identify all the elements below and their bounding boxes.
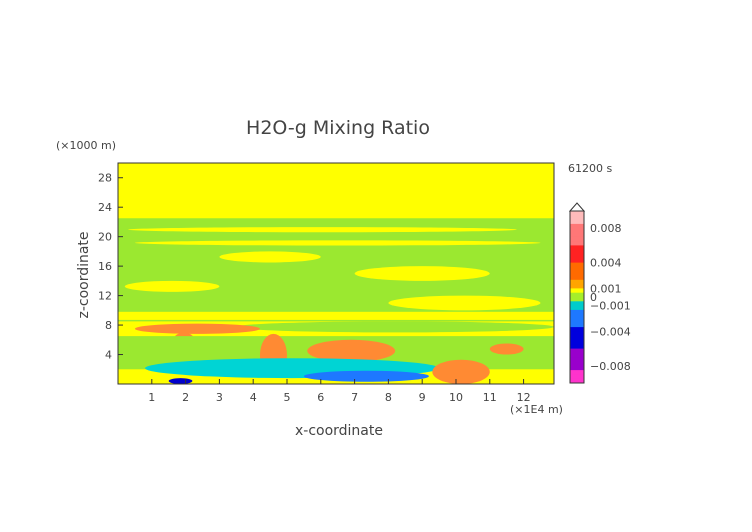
- y-tick-label: 16: [98, 260, 112, 273]
- y-tick-label: 8: [105, 319, 112, 332]
- x-tick-label: 12: [517, 391, 531, 404]
- region-patch-10: [388, 295, 541, 311]
- colorbar-swatch: [570, 249, 584, 255]
- colorbar-swatch: [570, 275, 584, 281]
- x-unit-label: (×1E4 m): [510, 403, 563, 416]
- x-tick-label: 5: [283, 391, 290, 404]
- region-surface-blue-2: [168, 378, 193, 385]
- colorbar-swatch: [570, 344, 584, 350]
- x-axis-title: x-coordinate: [295, 423, 383, 439]
- y-tick-label: 4: [105, 349, 112, 362]
- region-blob-11.5: [489, 343, 524, 355]
- x-tick-label: 1: [148, 391, 155, 404]
- y-tick-label: 20: [98, 231, 112, 244]
- colorbar-swatch: [570, 284, 584, 289]
- x-tick-label: 7: [351, 391, 358, 404]
- time-label: 61200 s: [568, 162, 612, 175]
- chart-title: H2O-g Mixing Ratio: [246, 117, 430, 139]
- colorbar-swatch: [570, 352, 584, 358]
- colorbar-swatch: [570, 297, 584, 302]
- region-patch-13: [124, 280, 220, 292]
- colorbar-swatch: [570, 378, 584, 384]
- colorbar-swatch: [570, 223, 584, 229]
- colorbar-swatch: [570, 335, 584, 341]
- colorbar-swatch: [570, 271, 584, 276]
- region-tongue-6.5: [307, 339, 396, 362]
- colorbar-swatch: [570, 262, 584, 268]
- colorbar-swatch: [570, 228, 584, 233]
- colorbar-swatch: [570, 314, 584, 319]
- colorbar-swatch: [570, 365, 584, 371]
- colorbar-swatch: [570, 219, 584, 225]
- colorbar-swatch: [570, 340, 584, 345]
- colorbar-swatch: [570, 322, 584, 328]
- colorbar-swatch: [570, 241, 584, 246]
- y-tick-label: 24: [98, 201, 112, 214]
- region-streak-19: [134, 240, 541, 246]
- region-streak-21: [128, 227, 517, 233]
- colorbar-swatch: [570, 370, 584, 375]
- colorbar-swatch: [570, 288, 584, 294]
- x-tick-label: 3: [216, 391, 223, 404]
- x-tick-label: 9: [419, 391, 426, 404]
- colorbar-swatch: [570, 254, 584, 259]
- colorbar-swatch: [570, 361, 584, 367]
- region-band-9: [118, 311, 554, 320]
- colorbar-swatch: [570, 305, 584, 311]
- plot-frame: [117, 162, 555, 385]
- colorbar-label: 0.001: [590, 282, 622, 295]
- colorbar-swatch: [570, 318, 584, 324]
- colorbar-label: 0.004: [590, 257, 622, 270]
- region-patch-17: [219, 251, 321, 263]
- region-upper-dry-band: [118, 163, 554, 219]
- x-tick-label: 10: [449, 391, 463, 404]
- colorbar-label: 0.008: [590, 222, 622, 235]
- x-tick-label: 8: [385, 391, 392, 404]
- colorbar-label: 0: [590, 291, 597, 304]
- colorbar-swatch: [570, 348, 584, 354]
- y-tick-label: 12: [98, 290, 112, 303]
- colorbar-swatch: [570, 309, 584, 315]
- colorbar-swatch: [570, 331, 584, 337]
- colorbar-swatch: [570, 245, 584, 251]
- colorbar-swatch: [570, 292, 584, 298]
- y-tick-label: 28: [98, 172, 112, 185]
- x-tick-label: 11: [483, 391, 497, 404]
- colorbar-label: −0.008: [590, 360, 631, 373]
- region-moist-tongue: [134, 323, 260, 334]
- region-surface-moist-9.8: [432, 359, 490, 384]
- y-unit-label: (×1000 m): [56, 139, 116, 152]
- colorbar-swatch: [570, 258, 584, 264]
- y-axis-title: z-coordinate: [76, 231, 92, 318]
- colorbar-swatch: [570, 279, 584, 285]
- colorbar-label: −0.001: [590, 300, 631, 313]
- x-tick-label: 4: [250, 391, 257, 404]
- x-tick-label: 6: [317, 391, 324, 404]
- x-tick-label: 2: [182, 391, 189, 404]
- colorbar-swatch: [570, 236, 584, 242]
- colorbar-swatch: [570, 327, 584, 332]
- colorbar-label: −0.004: [590, 325, 631, 338]
- colorbar-swatch: [570, 357, 584, 362]
- colorbar-overflow-arrow: [568, 202, 586, 212]
- colorbar-swatch: [570, 266, 584, 272]
- colorbar-swatch: [570, 211, 584, 216]
- colorbar-swatch: [570, 215, 584, 221]
- colorbar-swatch: [570, 301, 584, 307]
- region-blue-zone: [303, 370, 429, 382]
- colorbar-swatch: [570, 232, 584, 238]
- colorbar-swatch: [570, 374, 584, 380]
- region-band-8: [236, 321, 555, 333]
- region-patch-15: [354, 266, 490, 281]
